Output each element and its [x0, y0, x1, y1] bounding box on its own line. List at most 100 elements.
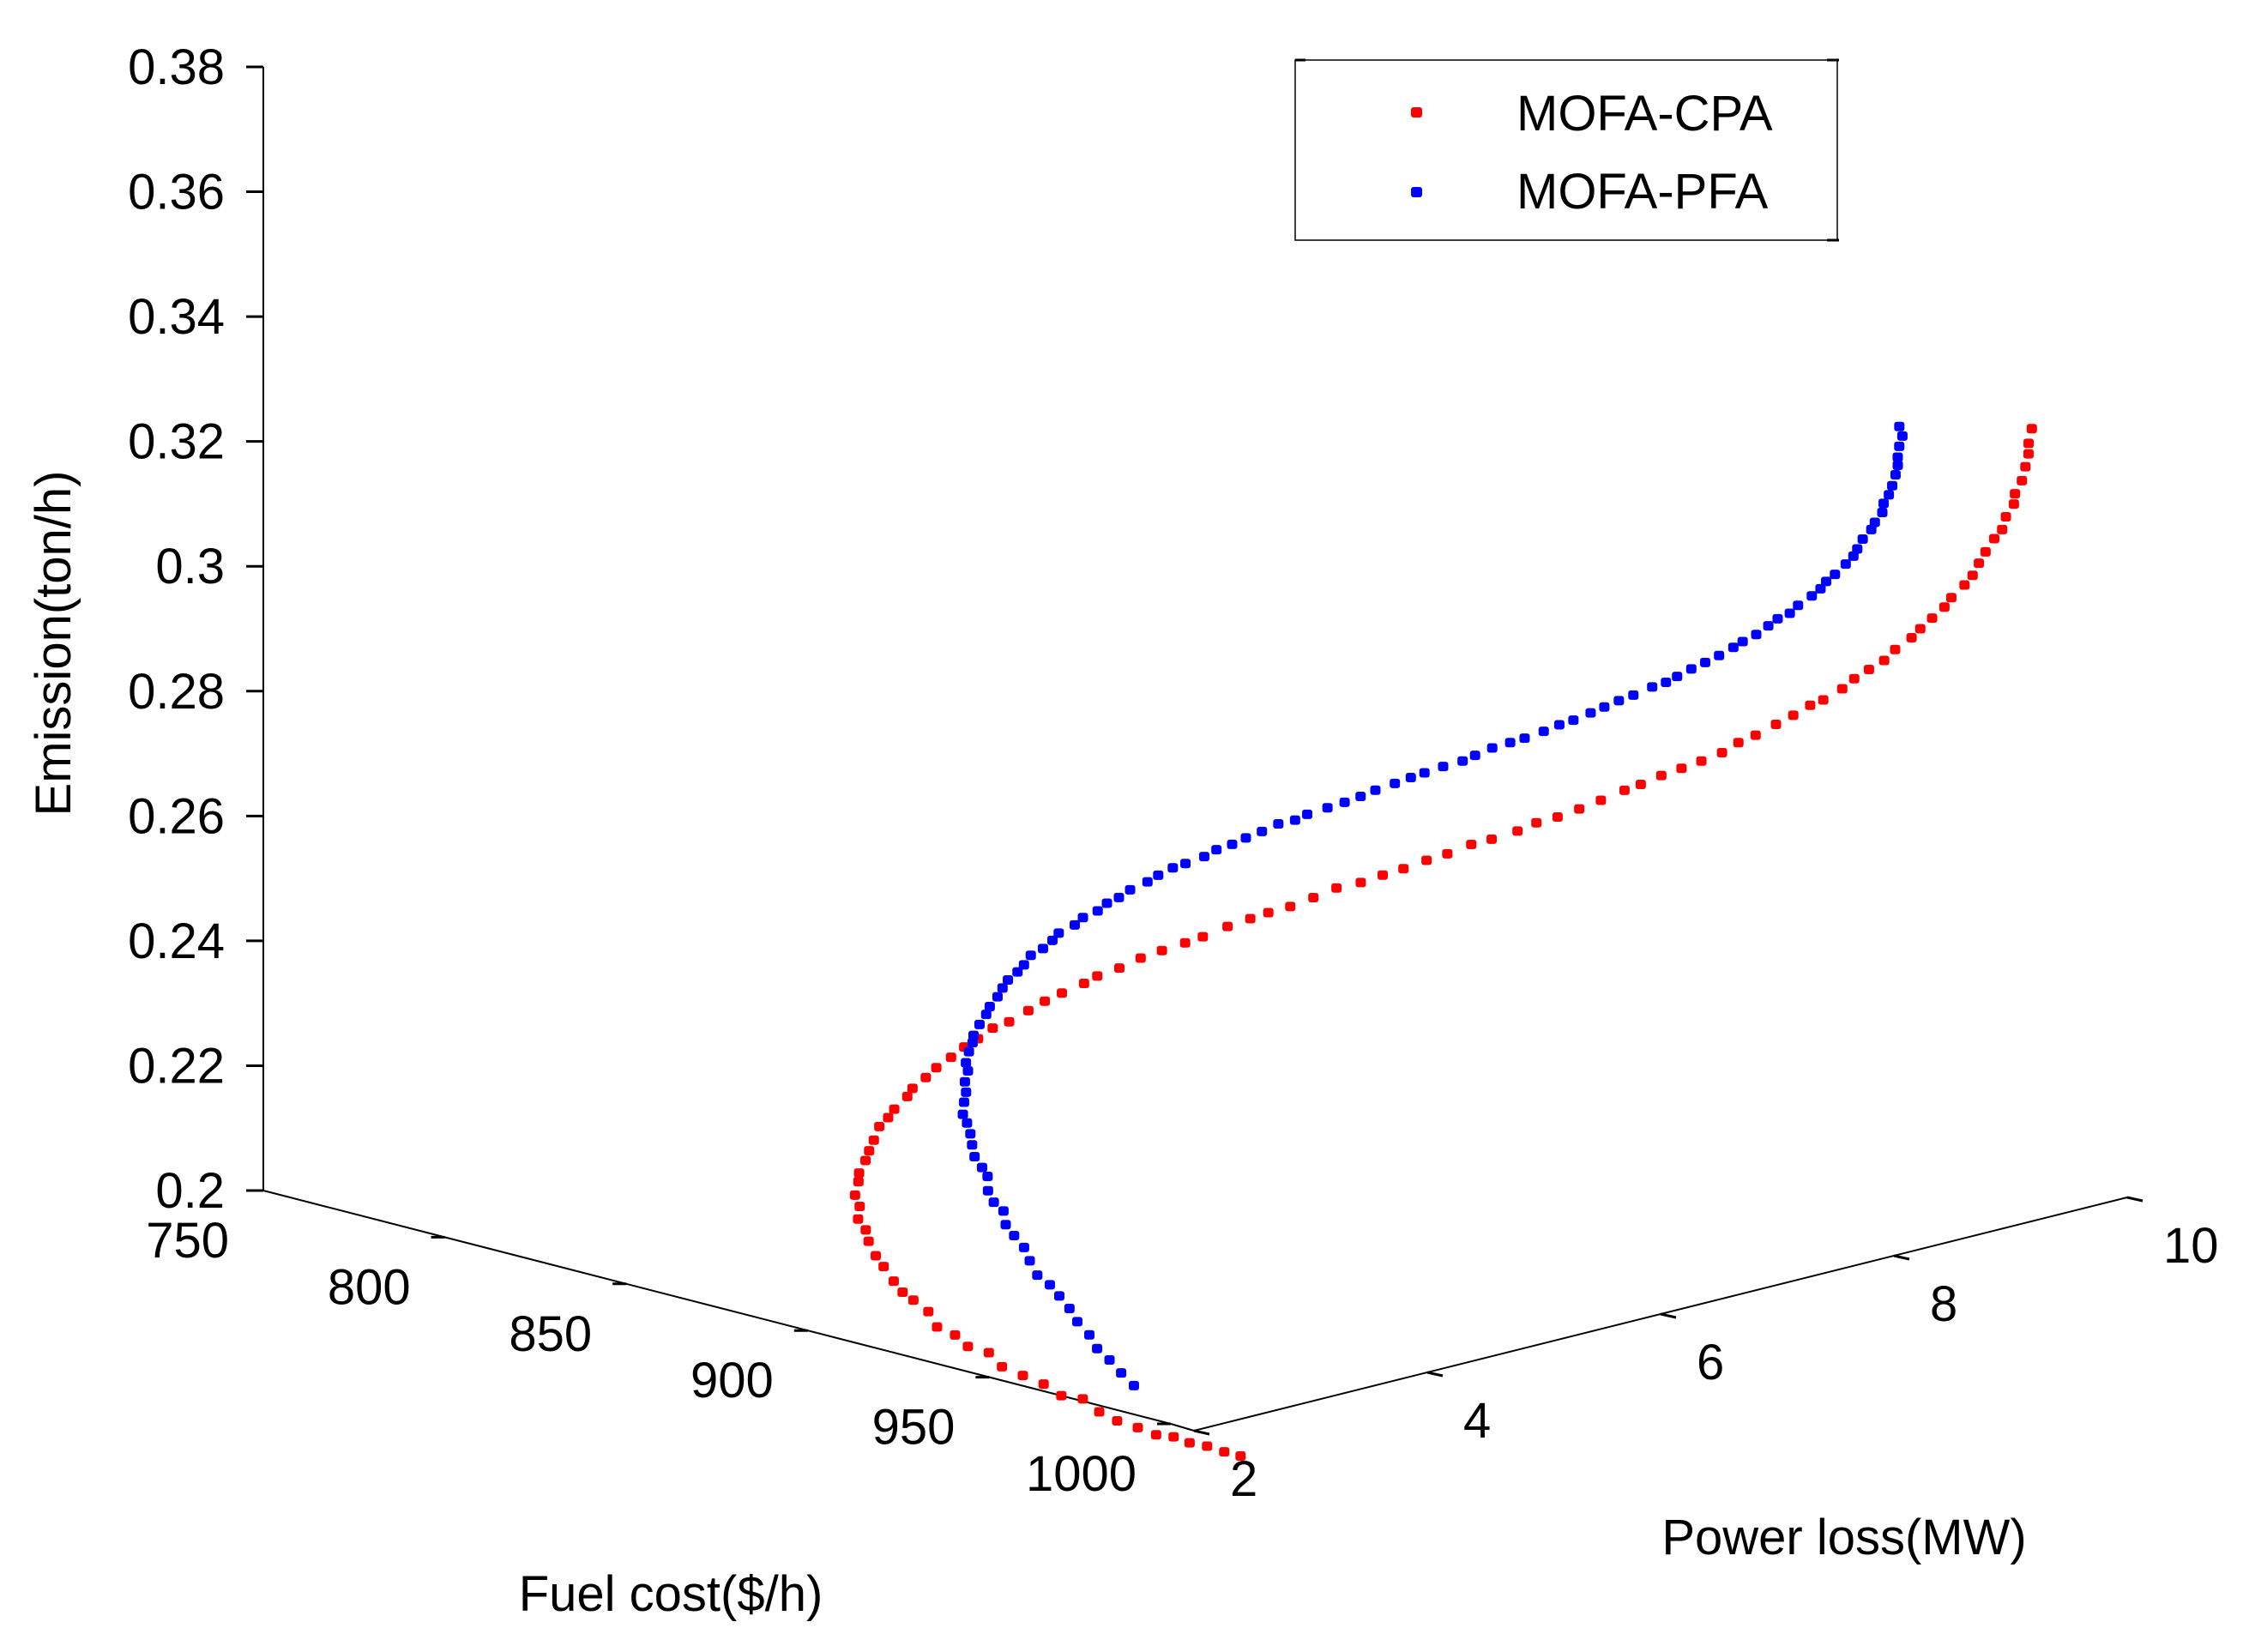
data-point: [974, 1019, 985, 1029]
data-point: [963, 1046, 974, 1057]
x-tick-label: 1000: [1026, 1446, 1137, 1502]
tick-group: 0.2 0.22 0.24 0.26 0.28 0.3 0.32 0.34 0.36 0.38 75…: [128, 39, 2218, 1507]
data-point: [1635, 780, 1646, 790]
data-point: [1751, 630, 1762, 640]
y-tick-mark: [2126, 1196, 2143, 1203]
data-point: [1077, 1394, 1088, 1404]
z-tick-label: 0.32: [128, 414, 225, 470]
data-point: [1018, 960, 1029, 970]
data-point: [1699, 657, 1710, 667]
data-point: [897, 1287, 908, 1298]
data-point: [1053, 928, 1064, 938]
data-point: [1552, 812, 1563, 823]
data-point: [1202, 1441, 1213, 1451]
data-point: [853, 1214, 864, 1224]
legend-marker-dot: [1411, 187, 1422, 197]
legend-marker-mofa-cpa: [1411, 107, 1422, 118]
data-point: [1884, 490, 1895, 500]
data-point: [967, 1038, 978, 1048]
data-point: [1830, 570, 1841, 580]
data-point: [1092, 906, 1103, 916]
z-tick-label: 0.36: [128, 165, 225, 220]
data-point: [1211, 845, 1222, 855]
data-point: [1184, 1438, 1195, 1448]
y-tick-mark: [1893, 1254, 1910, 1261]
data-point: [1852, 544, 1863, 554]
data-point: [1022, 1005, 1034, 1016]
data-point: [863, 1236, 874, 1246]
data-point: [998, 1206, 1009, 1216]
z-tick-label: 0.34: [128, 289, 225, 345]
data-point: [1289, 815, 1300, 825]
data-point: [1167, 863, 1179, 873]
data-point: [1806, 591, 1818, 601]
x-y-corner-connector: [1170, 1423, 1195, 1432]
data-point: [1084, 1329, 1095, 1340]
data-point: [959, 1076, 970, 1087]
data-point: [1938, 602, 1950, 612]
data-point: [1040, 996, 1051, 1006]
data-point: [1094, 1407, 1105, 1417]
x-tick-label: 750: [146, 1213, 229, 1269]
data-point: [950, 1329, 961, 1340]
data-point: [1538, 727, 1549, 737]
data-point: [1419, 768, 1430, 778]
data-point: [1676, 763, 1687, 774]
data-point: [1003, 975, 1014, 986]
data-point: [1661, 678, 1672, 688]
data-point: [1064, 1304, 1075, 1314]
data-point: [1619, 785, 1630, 795]
data-point: [945, 1052, 956, 1063]
legend-label-mofa-cpa: MOFA-CPA: [1516, 86, 1773, 142]
data-point: [1599, 702, 1610, 712]
data-point: [1869, 517, 1880, 528]
data-point: [1198, 852, 1209, 862]
z-tick-label: 0.26: [128, 788, 225, 844]
data-point: [1156, 945, 1167, 956]
data-point: [1197, 932, 1209, 942]
data-point: [923, 1306, 934, 1317]
data-point: [1112, 1416, 1123, 1426]
data-point: [1092, 1343, 1103, 1354]
data-point: [1784, 608, 1795, 618]
data-point: [992, 992, 1003, 1002]
data-point: [888, 1276, 899, 1287]
data-point: [868, 1135, 879, 1145]
data-point: [997, 1361, 1008, 1372]
data-point: [961, 1087, 972, 1097]
data-point: [1057, 988, 1068, 998]
data-point: [1124, 884, 1136, 895]
x-tick-label: 850: [509, 1306, 592, 1362]
data-point: [1421, 855, 1432, 865]
data-point: [1714, 650, 1725, 660]
data-point: [1370, 785, 1381, 795]
data-point: [983, 1348, 994, 1358]
data-point: [2008, 499, 2019, 509]
y-tick-label: 10: [2163, 1218, 2219, 1274]
data-point: [1486, 743, 1498, 753]
data-point: [1836, 684, 1848, 694]
x-tick-label: 950: [872, 1400, 956, 1456]
data-point: [1044, 1280, 1055, 1290]
data-point: [1568, 715, 1579, 726]
data-point: [1240, 833, 1251, 843]
data-point: [1896, 431, 1908, 441]
data-point: [982, 1185, 993, 1196]
data-point: [1355, 877, 1366, 888]
data-point: [1301, 809, 1312, 819]
data-point: [1078, 978, 1089, 988]
data-point: [1469, 751, 1480, 761]
data-point: [1000, 1220, 1011, 1230]
data-point: [1887, 480, 1898, 491]
data-point: [1092, 971, 1103, 981]
data-point: [1116, 1368, 1127, 1378]
data-point: [1914, 624, 1926, 634]
x-axis-line: [262, 1190, 1172, 1425]
y-tick-label: 4: [1463, 1393, 1491, 1449]
data-point: [1967, 570, 1978, 581]
data-point: [1486, 834, 1498, 844]
data-point: [1132, 1422, 1143, 1432]
data-point: [1974, 558, 1985, 569]
data-point: [1685, 664, 1697, 674]
